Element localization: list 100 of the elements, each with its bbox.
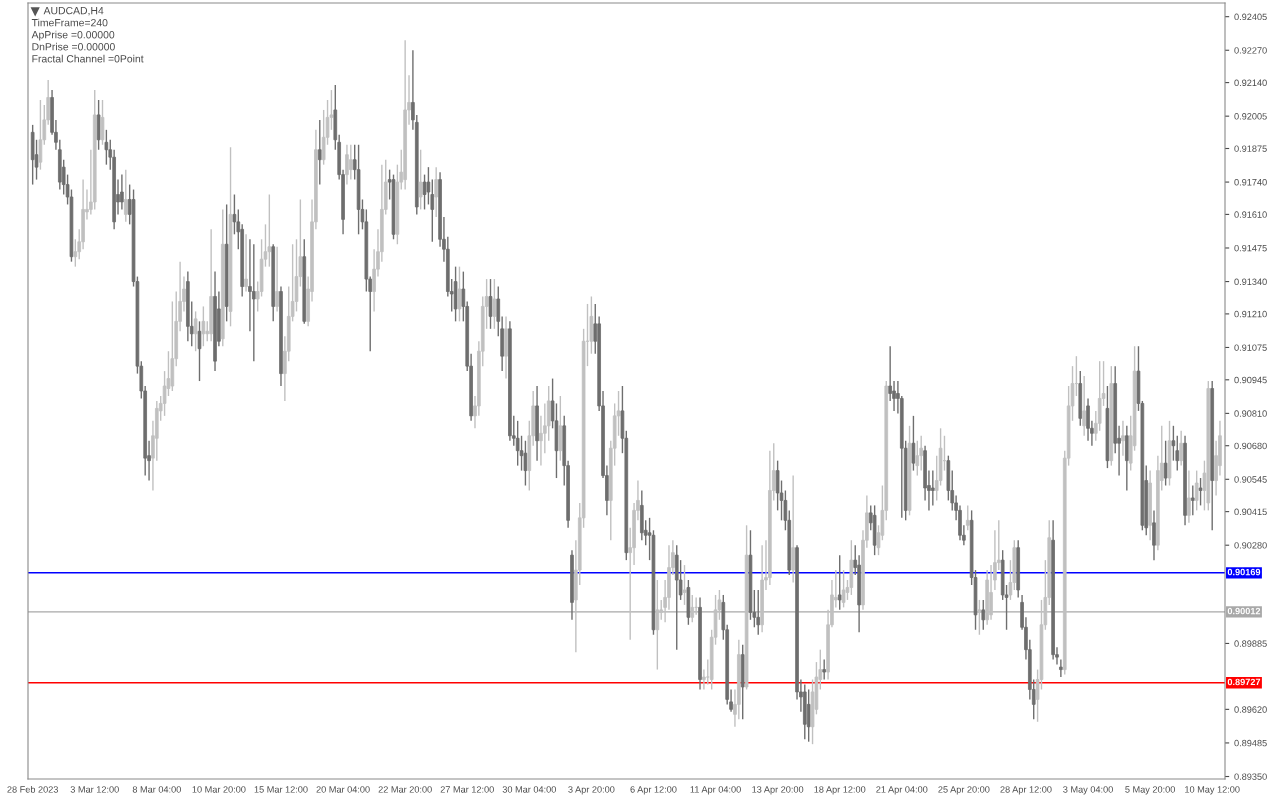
annotation: Fractal Channel =0Point (32, 54, 144, 63)
x-tick-label: 10 Mar 20:00 (192, 786, 246, 793)
candlestick (515, 420, 520, 467)
candlestick (965, 504, 970, 531)
annotation: ApPrise =0.00000 (31, 30, 115, 41)
candlestick (822, 658, 827, 681)
candlestick (1059, 658, 1063, 678)
candlestick (488, 278, 493, 330)
x-tick-label: 3 May 04:00 (1063, 786, 1113, 795)
candlestick (267, 193, 272, 268)
annotation: DnPrise =0.00000 (32, 42, 115, 51)
candlestick (756, 589, 761, 636)
candlestick (38, 99, 43, 171)
candlestick (345, 144, 349, 186)
y-tick-label: 0.89485 (1234, 739, 1267, 747)
y-tick-label: 0.92270 (1234, 47, 1267, 54)
candlestick (682, 564, 687, 606)
candlestick (100, 99, 105, 146)
candlestick (791, 474, 795, 584)
y-tick-label: 0.92140 (1234, 79, 1267, 86)
candlestick (104, 129, 109, 166)
y-tick-label: 0.90810 (1234, 410, 1267, 417)
candlestick (1179, 430, 1183, 467)
candlestick (989, 564, 993, 621)
candlestick (841, 569, 846, 609)
candlestick (73, 238, 78, 268)
candlestick (1194, 469, 1199, 512)
candlestick (1163, 440, 1168, 487)
x-tick-label: 8 Mar 04:00 (132, 786, 181, 793)
candlestick (418, 149, 423, 211)
x-tick-label: 30 Mar 04:00 (502, 786, 556, 793)
x-tick-label: 13 Apr 20:00 (752, 786, 804, 795)
x-tick-label: 15 Mar 12:00 (254, 786, 308, 793)
y-tick-label: 0.91210 (1234, 310, 1267, 318)
candlestick (457, 265, 462, 323)
y-tick-label: 0.89350 (1234, 773, 1267, 780)
candlestick (426, 166, 431, 206)
candlestick (349, 144, 353, 181)
candlestick (252, 243, 256, 362)
y-tick-label: 0.91075 (1234, 344, 1267, 351)
candlestick (806, 688, 811, 743)
x-tick-label: 28 Apr 12:00 (1000, 786, 1052, 795)
y-tick-label: 0.92405 (1234, 13, 1267, 21)
y-tick-label: 0.90545 (1234, 476, 1267, 483)
candlestick (197, 320, 202, 382)
x-tick-label: 21 Apr 04:00 (876, 786, 928, 795)
candlestick (1187, 469, 1191, 524)
candlestick (1086, 397, 1090, 442)
candlestick (915, 440, 920, 477)
x-tick-label: 27 Mar 12:00 (440, 786, 494, 793)
y-tick-label: 0.90415 (1234, 508, 1267, 516)
y-tick-label: 0.90945 (1234, 376, 1267, 384)
candlestick (232, 193, 237, 236)
x-tick-label: 20 Mar 04:00 (316, 786, 370, 793)
candlestick (931, 469, 935, 507)
candlestick (1171, 425, 1176, 462)
candlestick (523, 440, 528, 487)
candlestick (1121, 420, 1125, 457)
y-tick-label: 0.90680 (1234, 442, 1267, 450)
x-tick-label: 28 Feb 2023 (7, 785, 58, 793)
x-tick-label: 6 Apr 12:00 (630, 786, 677, 795)
ref-line-label: 0.89727 (1227, 678, 1261, 686)
candlestick (1190, 484, 1195, 517)
x-tick-label: 3 Apr 20:00 (568, 786, 615, 795)
chart-title: AUDCAD,H4 (43, 6, 104, 16)
y-tick-label: 0.91740 (1234, 179, 1267, 186)
candlestick (919, 435, 924, 472)
x-tick-label: 5 May 20:00 (1125, 786, 1175, 795)
candlestick (193, 310, 198, 352)
candlestick (981, 599, 986, 631)
annotation: TimeFrame=240 (31, 18, 108, 27)
x-tick-label: 25 Apr 20:00 (938, 786, 990, 795)
x-tick-label: 18 Apr 12:00 (814, 786, 866, 795)
y-tick-label: 0.91610 (1234, 211, 1267, 218)
candlestick (492, 278, 497, 330)
ref-line-label: 0.90169 (1227, 568, 1261, 576)
y-tick-label: 0.90280 (1234, 542, 1267, 549)
candlestick (837, 554, 842, 611)
candlestick (244, 233, 248, 293)
candlestick (317, 119, 322, 186)
candlestick (655, 579, 660, 671)
y-tick-label: 0.92005 (1234, 113, 1267, 120)
candlestick (275, 246, 279, 313)
y-tick-label: 0.89885 (1234, 640, 1267, 647)
x-tick-label: 22 Mar 20:00 (378, 786, 432, 793)
candlestick (120, 173, 124, 211)
y-tick-label: 0.89620 (1234, 706, 1267, 713)
candlestick (123, 168, 128, 223)
candlestick (1198, 477, 1203, 507)
x-tick-label: 10 May 12:00 (1185, 786, 1240, 795)
candlestick (1082, 375, 1086, 437)
candlestick (690, 594, 695, 624)
candlestick (678, 559, 683, 601)
candlestick (201, 305, 206, 347)
y-tick-label: 0.91875 (1234, 145, 1267, 152)
x-tick-label: 11 Apr 04:00 (690, 786, 741, 795)
candlestick (1152, 509, 1156, 561)
candlestick (911, 415, 916, 472)
y-tick-label: 0.91340 (1234, 278, 1267, 285)
ref-line-label: 0.90012 (1227, 607, 1261, 615)
